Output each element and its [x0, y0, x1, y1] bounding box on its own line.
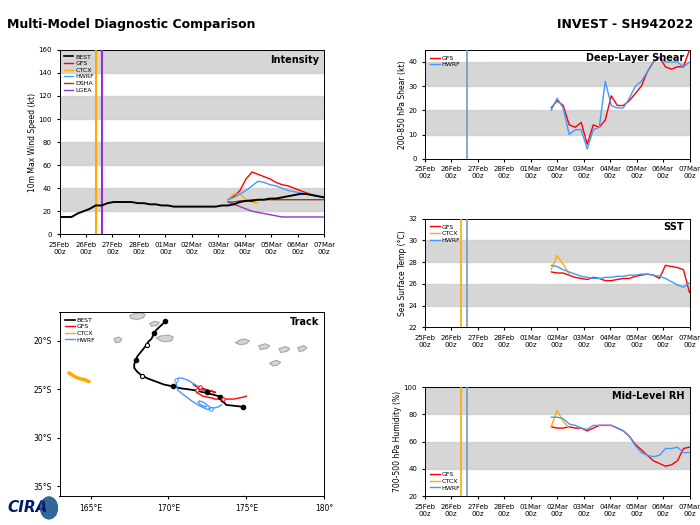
Polygon shape: [130, 313, 145, 320]
Polygon shape: [114, 337, 122, 343]
Y-axis label: 700-500 hPa Humidity (%): 700-500 hPa Humidity (%): [393, 391, 402, 492]
Polygon shape: [270, 360, 281, 366]
Circle shape: [41, 497, 57, 519]
Polygon shape: [298, 345, 307, 352]
Bar: [425, 62, 690, 86]
Bar: [425, 240, 690, 262]
Bar: [425, 442, 690, 469]
Polygon shape: [259, 344, 270, 350]
Legend: GFS, CTCX, HWRF: GFS, CTCX, HWRF: [428, 469, 463, 493]
Bar: [60, 188, 324, 211]
Y-axis label: Sea Surface Temp (°C): Sea Surface Temp (°C): [398, 230, 407, 316]
Bar: [60, 96, 324, 119]
Polygon shape: [235, 339, 249, 345]
Text: SST: SST: [664, 222, 684, 232]
Bar: [60, 50, 324, 73]
Y-axis label: 200-850 hPa Shear (kt): 200-850 hPa Shear (kt): [398, 60, 407, 149]
Bar: [425, 110, 690, 134]
Legend: BEST, GFS, CTCX, HWRF, DSHA, LGEA: BEST, GFS, CTCX, HWRF, DSHA, LGEA: [62, 53, 95, 94]
Text: Multi-Model Diagnostic Comparison: Multi-Model Diagnostic Comparison: [7, 18, 256, 31]
Bar: [425, 284, 690, 306]
Bar: [60, 142, 324, 165]
Text: Mid-Level RH: Mid-Level RH: [612, 391, 684, 401]
Legend: GFS, HWRF: GFS, HWRF: [428, 53, 463, 70]
Text: Intensity: Intensity: [270, 56, 319, 66]
Polygon shape: [279, 346, 290, 352]
Polygon shape: [150, 321, 159, 326]
Text: INVEST - SH942022: INVEST - SH942022: [556, 18, 693, 31]
Polygon shape: [239, 496, 248, 501]
Polygon shape: [156, 335, 173, 342]
Y-axis label: 10m Max Wind Speed (kt): 10m Max Wind Speed (kt): [28, 92, 37, 192]
Text: CIRA: CIRA: [7, 500, 48, 516]
Text: Track: Track: [290, 317, 319, 327]
Legend: GFS, CTCX, HWRF: GFS, CTCX, HWRF: [428, 222, 463, 245]
Text: Deep-Layer Shear: Deep-Layer Shear: [586, 53, 684, 63]
Legend: BEST, GFS, CTCX, HWRF: BEST, GFS, CTCX, HWRF: [62, 315, 97, 345]
Bar: [425, 387, 690, 415]
